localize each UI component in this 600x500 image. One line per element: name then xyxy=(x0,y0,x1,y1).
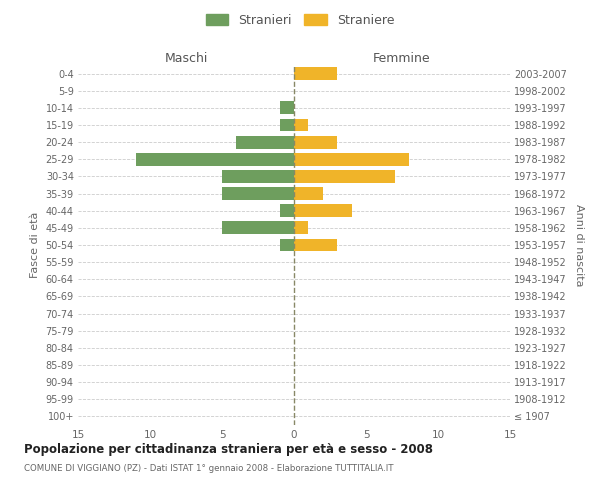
Text: Maschi: Maschi xyxy=(164,52,208,65)
Text: COMUNE DI VIGGIANO (PZ) - Dati ISTAT 1° gennaio 2008 - Elaborazione TUTTITALIA.I: COMUNE DI VIGGIANO (PZ) - Dati ISTAT 1° … xyxy=(24,464,394,473)
Bar xyxy=(136,153,294,166)
Bar xyxy=(294,118,308,132)
Bar xyxy=(294,222,308,234)
Bar xyxy=(222,187,294,200)
Bar xyxy=(294,67,337,80)
Bar xyxy=(280,118,294,132)
Legend: Stranieri, Straniere: Stranieri, Straniere xyxy=(201,8,399,32)
Text: Femmine: Femmine xyxy=(373,52,431,65)
Bar xyxy=(294,238,337,252)
Bar xyxy=(280,204,294,217)
Bar xyxy=(294,153,409,166)
Bar xyxy=(280,102,294,114)
Y-axis label: Fasce di età: Fasce di età xyxy=(30,212,40,278)
Bar xyxy=(294,136,337,148)
Bar xyxy=(294,170,395,183)
Bar xyxy=(222,170,294,183)
Bar xyxy=(294,204,352,217)
Bar xyxy=(222,222,294,234)
Bar xyxy=(294,187,323,200)
Text: Popolazione per cittadinanza straniera per età e sesso - 2008: Popolazione per cittadinanza straniera p… xyxy=(24,442,433,456)
Bar xyxy=(236,136,294,148)
Y-axis label: Anni di nascita: Anni di nascita xyxy=(574,204,584,286)
Bar xyxy=(280,238,294,252)
